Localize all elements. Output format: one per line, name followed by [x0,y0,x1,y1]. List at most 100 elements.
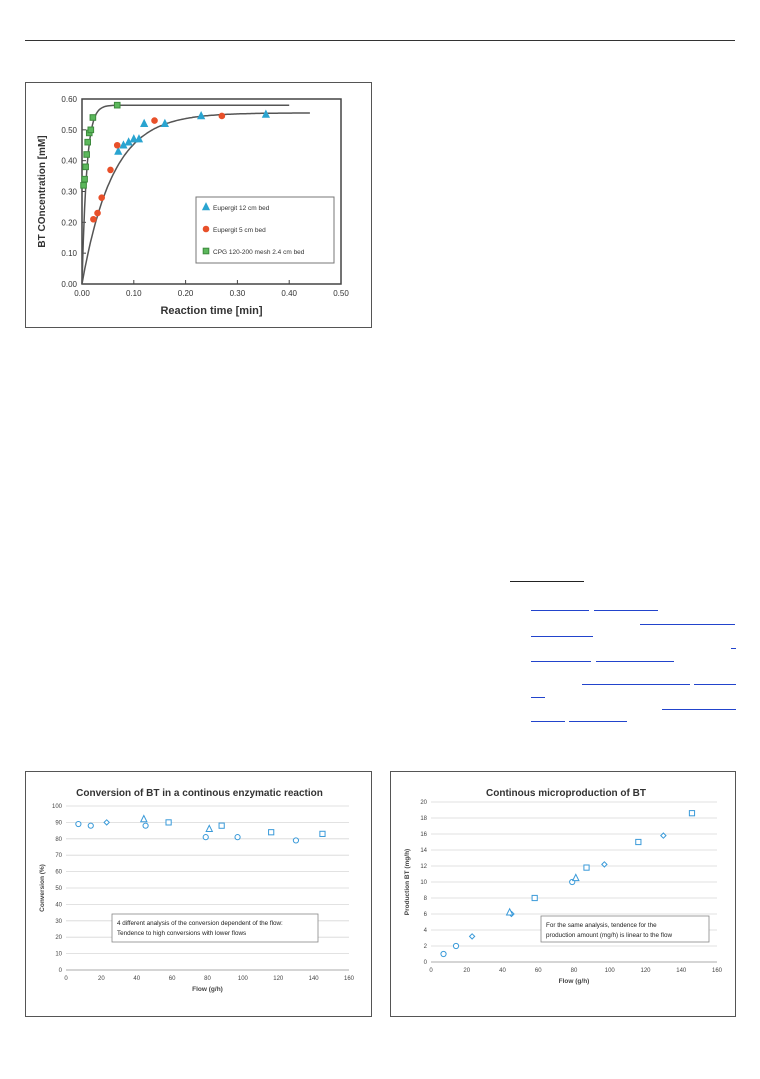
x-tick-label: 0.30 [230,289,246,298]
y-tick-label: 2 [424,944,428,950]
data-point [160,118,169,127]
annotation-text: Tendence to high conversions with lower … [117,930,246,937]
reference-link-underline [569,721,627,722]
reference-link-underline [594,610,658,611]
data-point [103,819,110,826]
reference-link-underline [582,684,690,685]
y-tick-label: 18 [420,816,427,822]
x-tick-label: 80 [571,968,578,974]
y-tick-label: 10 [55,952,62,958]
y-tick-label: 0.60 [61,95,77,104]
data-point [635,838,642,846]
data-point [90,215,97,223]
y-tick-label: 6 [424,912,428,918]
data-point [113,101,121,109]
data-point [83,151,90,158]
data-point [151,117,158,124]
legend-marker [202,225,210,233]
annotation-box [111,913,319,943]
legend-label: Eupergit 5 cm bed [213,227,266,234]
y-tick-label: 0 [59,968,63,974]
y-tick-label: 70 [55,853,62,859]
data-point [292,837,300,844]
y-tick-label: 16 [420,832,427,838]
x-tick-label: 0.20 [178,289,194,298]
data-point [531,894,538,902]
x-tick-label: 160 [344,976,355,982]
chart-production-panel: Continous microproduction of BT 0 2 4 6 8 10 12… [390,771,736,1017]
chart-title: Continous microproduction of BT [486,788,646,799]
x-tick-label: 0.00 [74,289,90,298]
reference-link-underline [662,709,736,710]
annotation-text: production amount (mg/h) is linear to th… [546,932,672,939]
x-tick-label: 60 [169,976,176,982]
y-tick-label: 90 [55,820,62,826]
y-tick-label: 0.10 [61,249,77,258]
y-axis-label: Production BT (mg/h) [404,849,411,915]
data-point [234,834,241,841]
x-tick-label: 140 [676,968,687,974]
annotation-box [540,915,710,943]
x-tick-label: 100 [238,976,249,982]
legend-box [195,196,335,264]
legend-label: CPG 120-200 mesh 2.4 cm bed [213,249,305,256]
data-point [87,126,95,134]
footnote-rule [510,581,584,582]
y-tick-label: 0 [424,960,428,966]
x-tick-label: 80 [204,976,211,982]
data-point [202,834,209,841]
x-tick-label: 40 [133,976,140,982]
x-tick-label: 0 [64,976,68,982]
data-point [218,822,225,829]
y-tick-label: 0.30 [61,188,77,197]
data-point [261,109,270,118]
x-tick-label: 0.50 [333,289,349,298]
y-tick-label: 20 [55,935,62,941]
data-point [134,134,144,143]
y-tick-label: 14 [420,848,427,854]
data-point [440,950,447,958]
data-point [583,864,590,871]
data-point [571,873,580,882]
y-tick-label: 50 [55,886,62,892]
data-point [601,861,608,868]
y-tick-label: 12 [420,864,427,870]
chart-bt-concentration: 0.00 0.10 0.20 0.30 0.40 0.50 0.60 0.00 0.10 0.20… [37,95,349,317]
annotation-text: For the same analysis, tendence for the [546,922,657,929]
y-tick-label: 0.50 [61,126,77,135]
data-point [84,138,91,146]
y-tick-label: 60 [55,870,62,876]
x-tick-label: 40 [499,968,506,974]
reference-link-underline [731,648,736,649]
reference-link-underline [531,636,593,637]
data-point [140,118,149,127]
x-tick-label: 120 [273,976,284,982]
reference-link-underline [531,661,591,662]
data-point [268,829,275,836]
x-tick-label: 20 [463,968,470,974]
data-point [452,942,460,950]
x-axis-label: Reaction time [min] [160,305,262,317]
x-tick-label: 0 [429,968,433,974]
data-point [468,933,476,940]
y-axis-label: BT COncentration [mM] [37,135,48,247]
chart-bt-concentration-panel: 0.00 0.10 0.20 0.30 0.40 0.50 0.60 0.00 0.10 0.20… [25,82,372,328]
data-point [205,824,214,833]
y-tick-label: 30 [55,919,62,925]
data-point [98,194,105,201]
data-point [142,822,149,829]
reference-link-underline [694,684,736,685]
data-point [165,819,172,826]
x-tick-label: 0.40 [281,289,297,298]
y-tick-label: 100 [52,804,63,810]
data-point [113,141,121,149]
data-point [688,810,696,817]
data-point [139,814,148,823]
reference-link-underline [596,661,674,662]
data-point [75,820,82,828]
x-tick-label: 100 [605,968,616,974]
data-point [114,146,123,155]
x-tick-label: 60 [535,968,542,974]
annotation-text: 4 different analysis of the conversion d… [117,920,283,927]
y-tick-label: 80 [55,837,62,843]
